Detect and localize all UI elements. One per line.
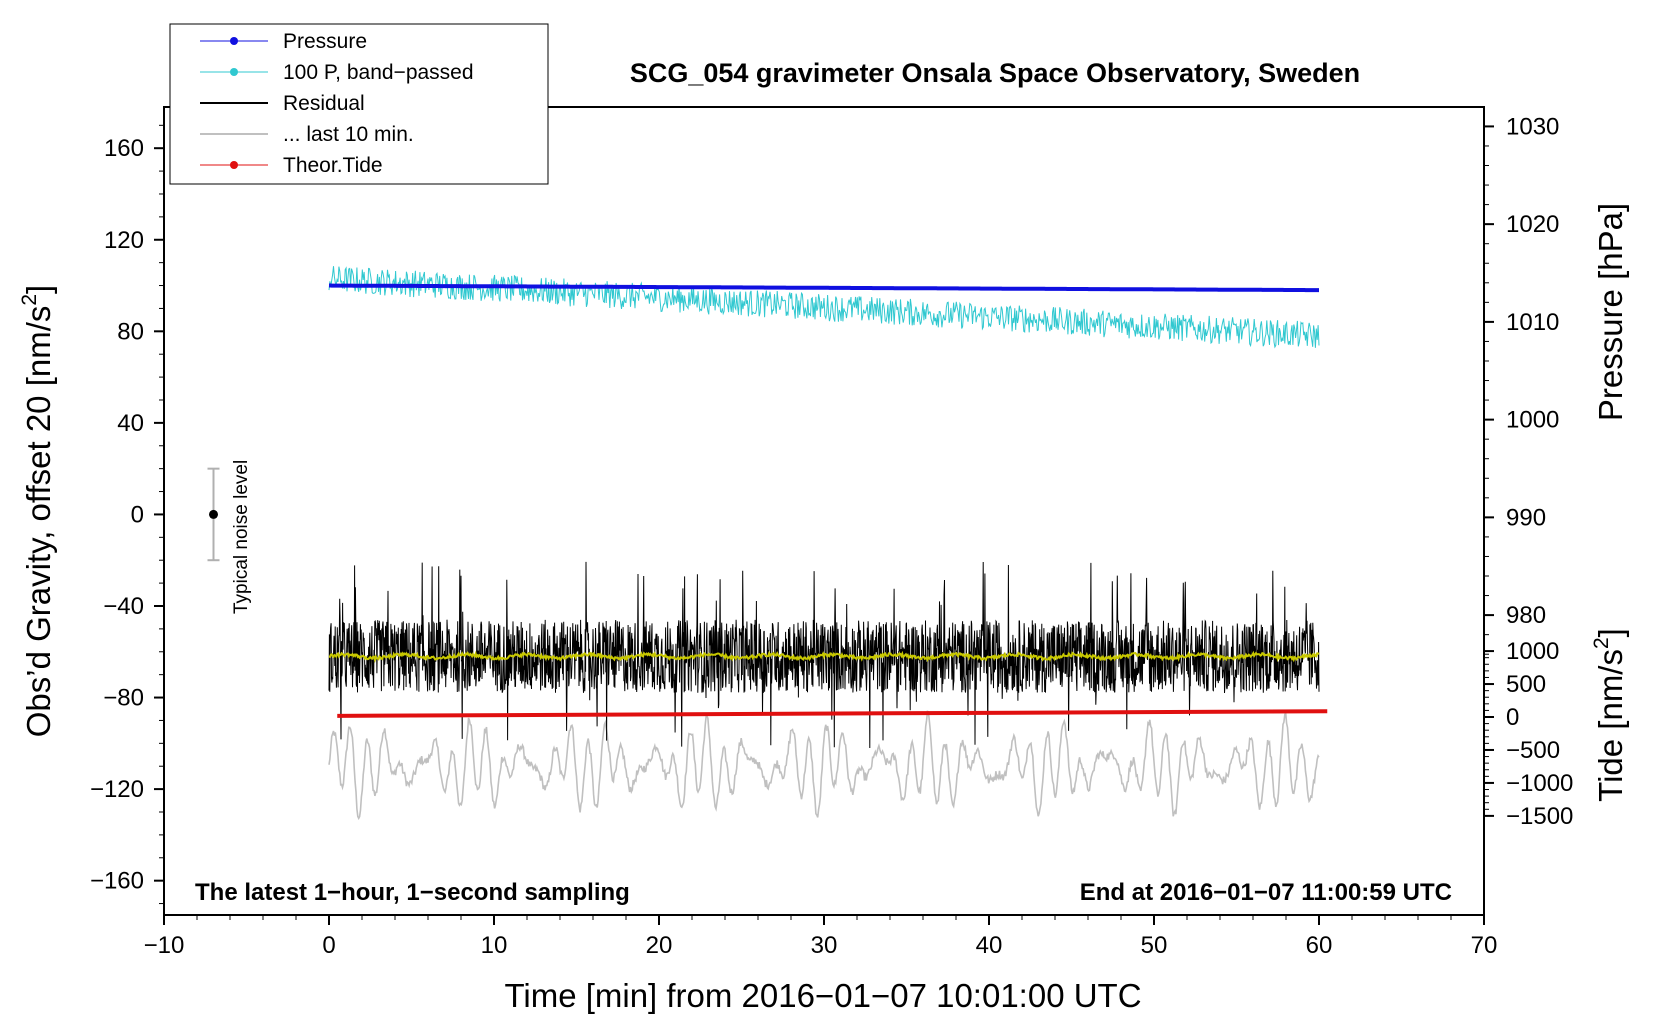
- tide-axis-label-end: ]: [1592, 628, 1629, 637]
- tide-tick-label: −1500: [1506, 803, 1573, 830]
- pressure-tick-label: 980: [1506, 602, 1546, 629]
- note-left: The latest 1−hour, 1−second sampling: [195, 879, 630, 906]
- band-passed-line: [328, 266, 1320, 349]
- y-axis-label: Obs’d Gravity, offset 20 [nm/s2]: [18, 285, 57, 737]
- x-axis-ticks: −10 0 10 20 30 40 50 60 70: [144, 915, 1498, 959]
- pressure-line: [329, 283, 1319, 293]
- pressure-axis-label: Pressure [hPa]: [1592, 203, 1629, 421]
- tide-tick-label: 1000: [1506, 638, 1559, 665]
- pressure-series: [329, 283, 1319, 293]
- residual-smoothed-line: [328, 650, 1320, 664]
- x-tick-label: 30: [811, 932, 838, 959]
- note-right: End at 2016−01−07 11:00:59 UTC: [1080, 879, 1452, 906]
- legend-label: Theor.Tide: [283, 154, 383, 177]
- y-tick-label: 40: [117, 410, 144, 437]
- tide-tick-label: −500: [1506, 737, 1560, 764]
- y-tick-label: 0: [131, 501, 144, 528]
- chart-title: SCG_054 gravimeter Onsala Space Observat…: [630, 58, 1360, 88]
- noise-bar-point: [209, 509, 218, 519]
- x-axis-label: Time [min] from 2016−01−07 10:01:00 UTC: [504, 977, 1141, 1014]
- legend-marker: [230, 37, 238, 45]
- pressure-tick-label: 1000: [1506, 407, 1559, 434]
- pressure-tick-label: 1010: [1506, 309, 1559, 336]
- y-axis-label-main: Obs’d Gravity, offset 20 [nm/s: [20, 306, 57, 738]
- y-tick-label: 160: [104, 135, 144, 162]
- legend-label: Residual: [283, 92, 365, 115]
- y-tick-label: 120: [104, 227, 144, 254]
- y-tick-label: −80: [103, 685, 144, 712]
- tide-axis-label: Tide [nm/s2]: [1590, 628, 1629, 802]
- legend-marker: [230, 161, 238, 169]
- x-tick-label: 60: [1306, 932, 1333, 959]
- tide-line: [337, 709, 1328, 718]
- legend-marker: [230, 68, 238, 76]
- x-tick-label: −10: [144, 932, 185, 959]
- y-tick-label: −160: [90, 868, 144, 895]
- y-axis-label-end: ]: [20, 285, 57, 294]
- pressure-tick-label: 990: [1506, 504, 1546, 531]
- legend-label: Pressure: [283, 30, 367, 53]
- pressure-tick-label: 1030: [1506, 113, 1559, 140]
- tide-axis-label-exponent: 2: [1590, 637, 1613, 649]
- x-tick-label: 70: [1471, 932, 1498, 959]
- tide-tick-label: 500: [1506, 671, 1546, 698]
- residual-smoothed-series: [328, 650, 1320, 664]
- band-passed-pressure-series: [328, 266, 1320, 349]
- x-tick-label: 10: [481, 932, 508, 959]
- tide-tick-label: −1000: [1506, 770, 1573, 797]
- y-axis-ticks: 160 120 80 40 0 −40 −80 −120 −160: [90, 124, 164, 905]
- legend-label: ... last 10 min.: [283, 123, 414, 146]
- x-tick-label: 0: [322, 932, 335, 959]
- last-10-min-series: [328, 709, 1320, 821]
- noise-label: Typical noise level: [231, 460, 252, 614]
- tide-axis-label-main: Tide [nm/s: [1592, 649, 1629, 802]
- y-axis-label-exponent: 2: [18, 294, 41, 306]
- x-tick-label: 50: [1141, 932, 1168, 959]
- x-tick-label: 20: [646, 932, 673, 959]
- pressure-axis-ticks: 1030 1020 1010 1000 990 980: [1484, 113, 1559, 655]
- y-tick-label: 80: [117, 318, 144, 345]
- tide-tick-label: 0: [1506, 704, 1519, 731]
- tide-axis-ticks: 1000 500 0 −500 −1000 −1500: [1484, 638, 1573, 830]
- legend: Pressure 100 P, band−passed Residual ... la…: [169, 23, 549, 185]
- y-tick-label: −40: [103, 593, 144, 620]
- theoretical-tide-series: [337, 709, 1328, 718]
- y-tick-label: −120: [90, 776, 144, 803]
- noise-level-marker: [207, 467, 220, 562]
- last-10-min-line: [328, 709, 1320, 821]
- pressure-tick-label: 1020: [1506, 211, 1559, 238]
- x-tick-label: 40: [976, 932, 1003, 959]
- legend-label: 100 P, band−passed: [283, 61, 474, 84]
